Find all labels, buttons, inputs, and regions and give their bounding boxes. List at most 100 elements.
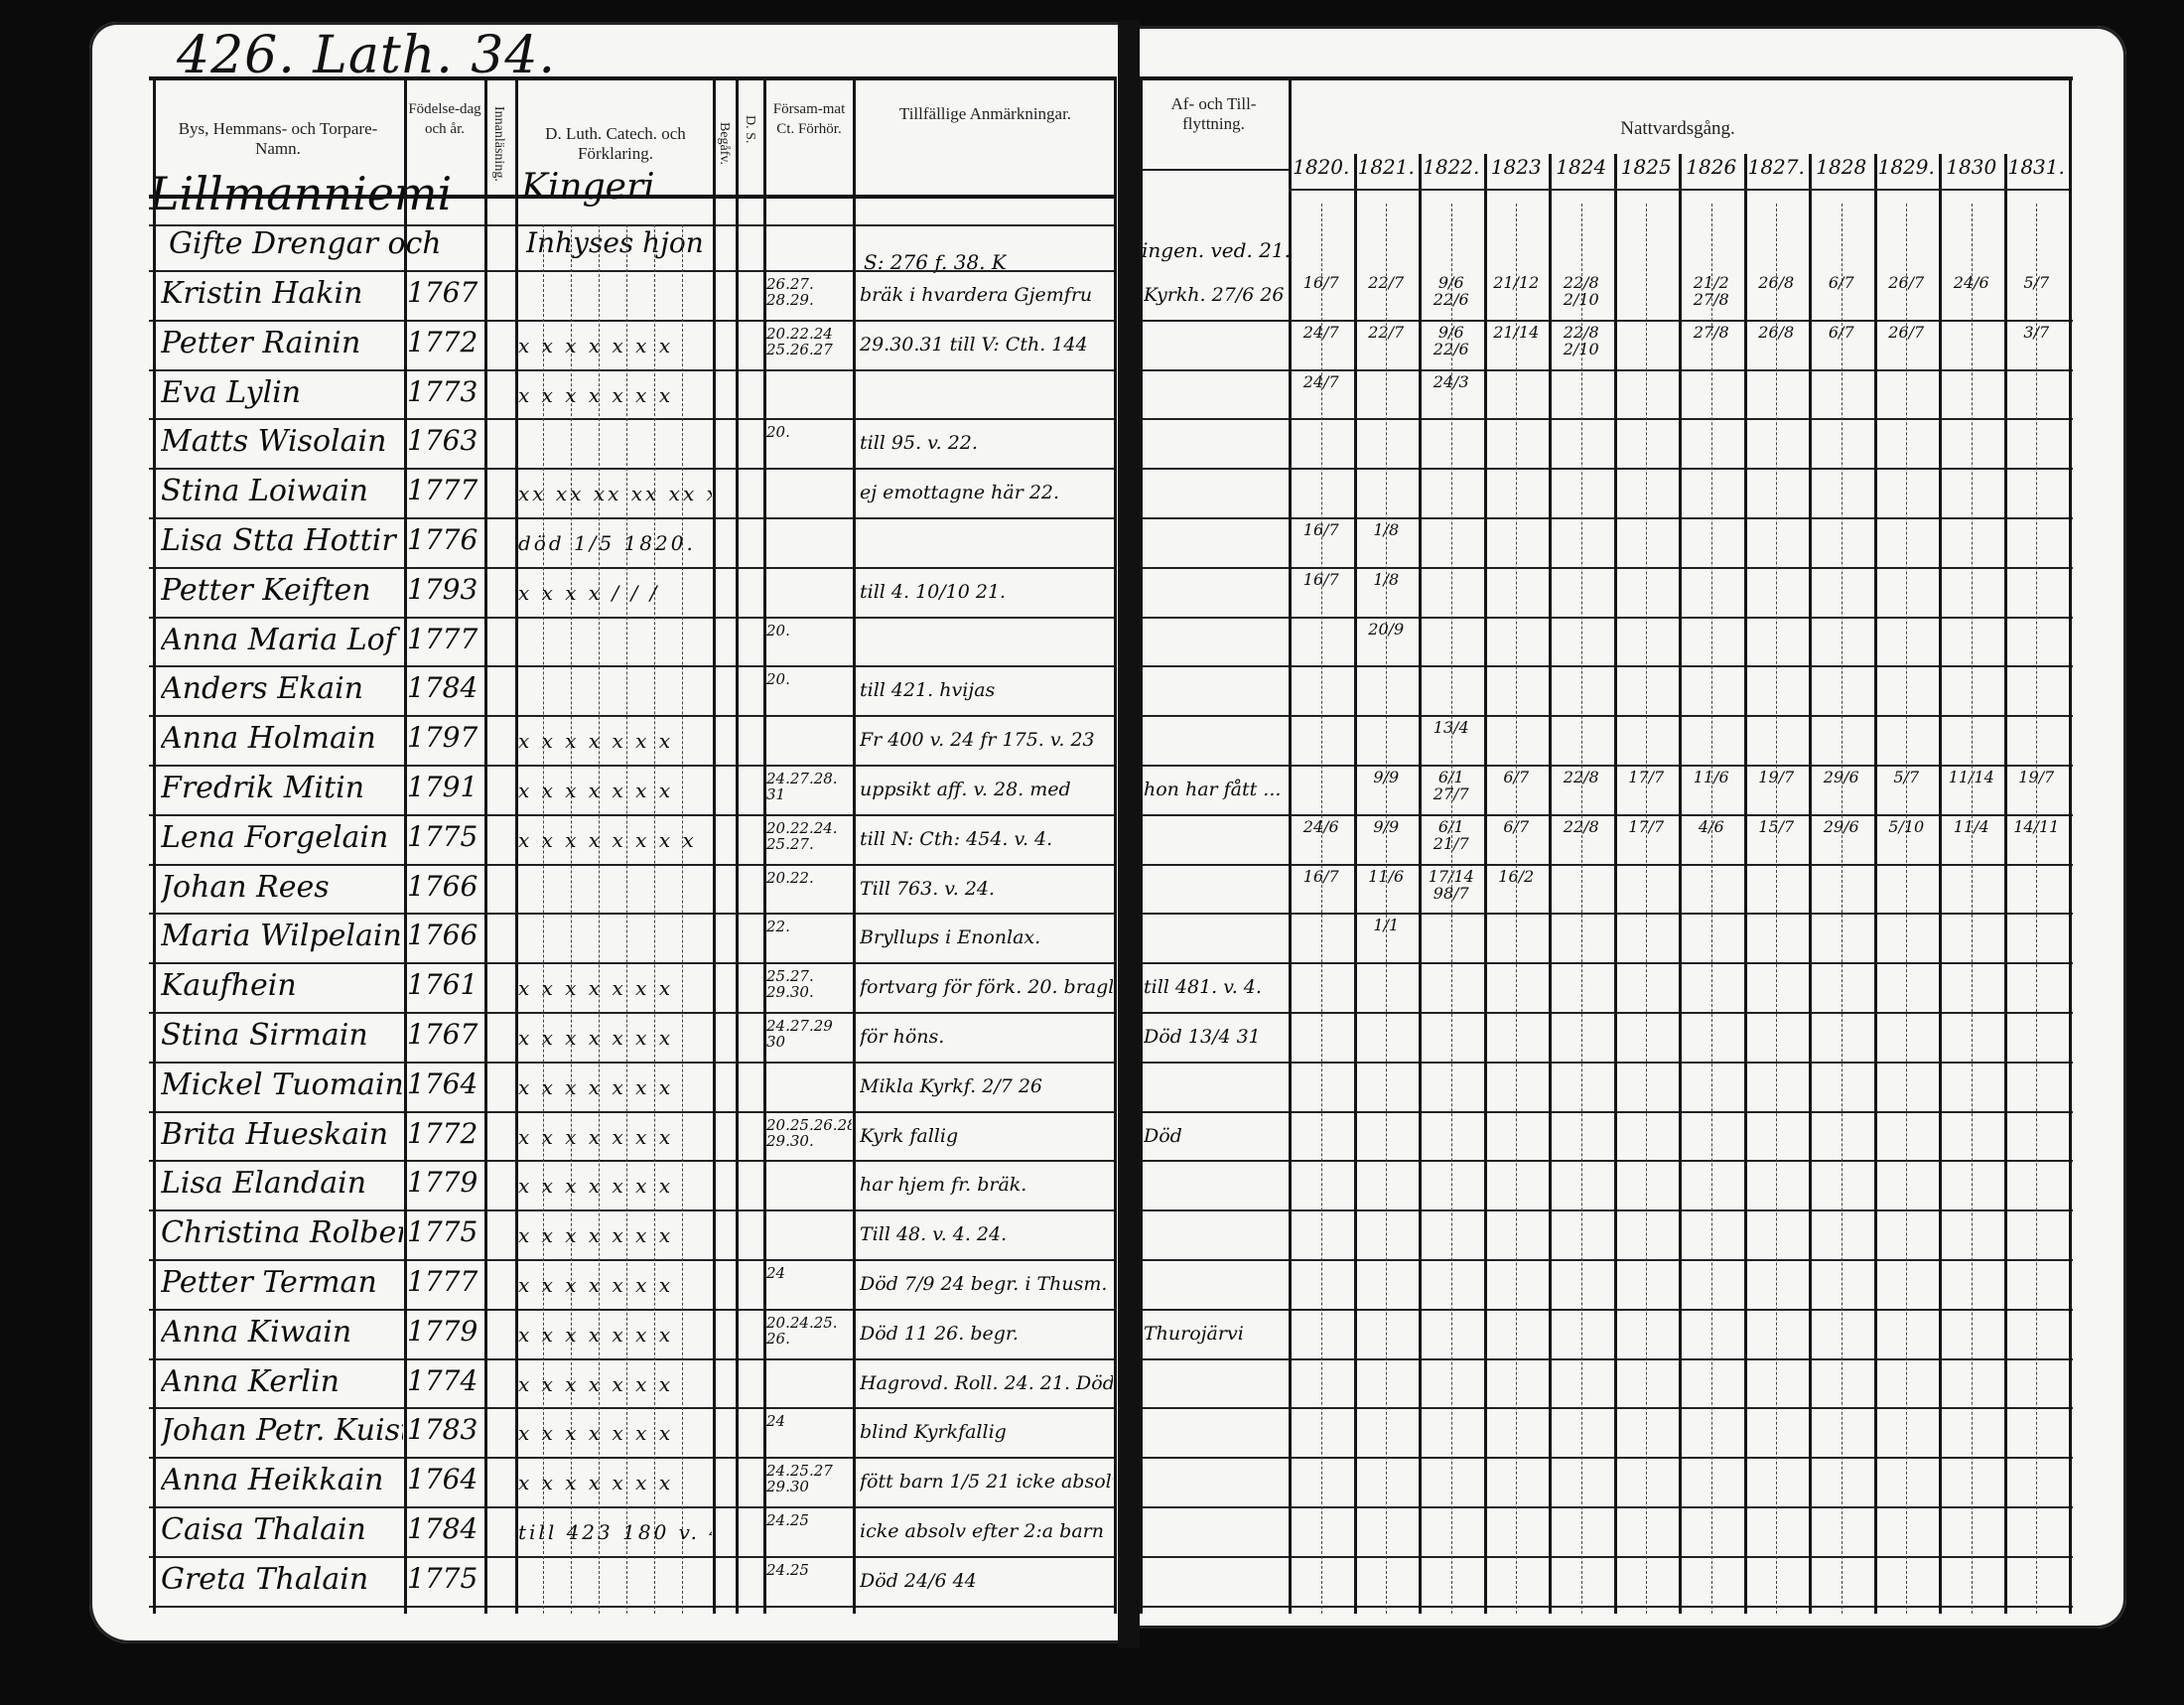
person-name: Anna Holmain (161, 721, 376, 757)
column-line (713, 76, 716, 1614)
communion-date: 24/6 (1302, 817, 1339, 836)
communion-date: 6/7 (1828, 323, 1854, 342)
communion-year-header: 1825 (1620, 155, 1672, 179)
communion-date: 17/14 98/7 (1428, 867, 1474, 903)
person-name: Mickel Tuomain (161, 1066, 403, 1102)
parish-hearing (766, 1067, 852, 1111)
parish-hearing: 20.22.24. 25.27. (766, 819, 838, 853)
communion-date: 26/8 (1758, 323, 1795, 342)
birth-year: 1767 (407, 276, 478, 309)
remark: Kyrk fallig (860, 1124, 959, 1147)
row-rule-left (149, 566, 1117, 569)
person-name: Kaufhein (161, 968, 297, 1004)
group-label-right: Inhyses hjon (526, 226, 704, 259)
catechism-marks (518, 424, 712, 476)
column-line (1353, 154, 1357, 1614)
remark: Mikla Kyrkf. 2/7 26 (860, 1074, 1043, 1097)
group-label: Gifte Drengar och (169, 226, 442, 261)
birth-year: 1791 (407, 771, 478, 803)
row-rule-right (1140, 468, 2073, 471)
move-note (1144, 870, 1287, 922)
parish-hearing (766, 1215, 852, 1259)
communion-year-header: 1822. (1423, 155, 1480, 179)
header-name: Bys, Hemmans- och Torpare-Namn. (178, 119, 378, 158)
communion-date: 1/8 (1373, 521, 1400, 539)
row-rule-left (149, 715, 1117, 718)
communion-date: 6/1 21/7 (1433, 817, 1469, 853)
row-rule-left (149, 1110, 1117, 1113)
birth-year: 1763 (407, 424, 478, 458)
birth-year: 1774 (407, 1363, 478, 1397)
subcolumn-line (1841, 204, 1843, 1614)
remark: Död 7/9 24 begr. i Thusm. (860, 1273, 1108, 1295)
row-rule-right (1140, 1357, 2073, 1360)
communion-date: 26/7 (1888, 274, 1925, 292)
row-rule-left (149, 1259, 1117, 1261)
parish-hearing: 20. (766, 622, 790, 639)
person-name: Eva Lylin (161, 374, 302, 410)
parish-hearing (766, 375, 852, 419)
communion-date: 17/7 (1628, 769, 1665, 786)
move-note (1144, 1413, 1287, 1465)
person-name: Anna Kiwain (161, 1314, 352, 1350)
column-line (1939, 154, 1942, 1614)
catechism-marks: x x x x x x x (518, 1273, 674, 1297)
row-rule-left (149, 319, 1117, 322)
parish-hearing: 20. (766, 424, 790, 442)
subcolumn-line (1646, 204, 1648, 1614)
person-name: Petter Terman (161, 1265, 377, 1300)
row-rule-left (149, 1357, 1117, 1360)
person-name: Lena Forgelain (161, 819, 389, 855)
communion-date: 26/7 (1888, 323, 1925, 342)
row-rule-left (149, 1209, 1117, 1212)
birth-year: 1775 (407, 1215, 478, 1249)
village-name-second: Kingeri (521, 167, 655, 208)
birth-year: 1772 (407, 1116, 478, 1150)
header-remarks: Tillfällige Anmärkningar. (898, 104, 1072, 123)
row-rule-left (149, 765, 1117, 767)
row-rule-left (149, 1457, 1117, 1460)
remark: 29.30.31 till V: Cth. 144 (860, 333, 1088, 355)
column-line (1483, 154, 1487, 1614)
person-name: Greta Thalain (161, 1561, 369, 1597)
communion-date: 27/8 (1693, 323, 1729, 342)
catechism-marks: x x x x x x x (518, 1471, 674, 1495)
move-note (1144, 573, 1287, 625)
communion-date: 6/1 27/7 (1433, 769, 1469, 803)
subcolumn-line (1710, 204, 1712, 1614)
communion-date: 9/9 (1373, 769, 1400, 786)
parish-hearing: 20. (766, 671, 790, 689)
birth-year: 1779 (407, 1166, 478, 1200)
row-rule-right (1140, 319, 2073, 322)
column-line (1114, 76, 1117, 1614)
remark: bräk i hvardera Gjemfru (860, 284, 1093, 306)
move-note: Kyrkh. 27/6 26 (1144, 284, 1285, 306)
row-rule-right (1140, 1259, 2073, 1261)
remark: Till 763. v. 24. (860, 877, 996, 900)
row-rule-right (1140, 913, 2073, 916)
communion-date: 24/6 (1953, 274, 1989, 292)
row-rule-right (1140, 616, 2073, 619)
birth-year: 1767 (407, 1018, 478, 1051)
parish-hearing: 20.25.26.28. 29.30. (766, 1116, 852, 1150)
column-line (1613, 154, 1617, 1614)
person-name: Anders Ekain (161, 671, 364, 707)
row-rule-right (1140, 715, 2073, 718)
move-note (1144, 1067, 1287, 1119)
person-name: Matts Wisolain (161, 424, 387, 460)
parish-hearing (766, 1364, 852, 1408)
communion-date: 1/1 (1373, 917, 1400, 935)
communion-date: 11/4 (1953, 817, 1989, 836)
move-note (1144, 1463, 1287, 1514)
row-rule-right (1140, 1209, 2073, 1212)
left-page (89, 22, 1135, 1643)
village-name: Lillmanniemi (149, 167, 453, 220)
row-rule-right (1140, 1605, 2073, 1608)
row-rule-right (1140, 418, 2073, 421)
rule-header-left (149, 195, 1117, 199)
communion-date: 14/11 (2013, 817, 2060, 836)
communion-date: 11/6 (1693, 769, 1729, 786)
parish-hearing: 22. (766, 919, 790, 936)
communion-date: 6/7 (1503, 769, 1530, 786)
person-name: Kristin Hakin (161, 276, 363, 311)
